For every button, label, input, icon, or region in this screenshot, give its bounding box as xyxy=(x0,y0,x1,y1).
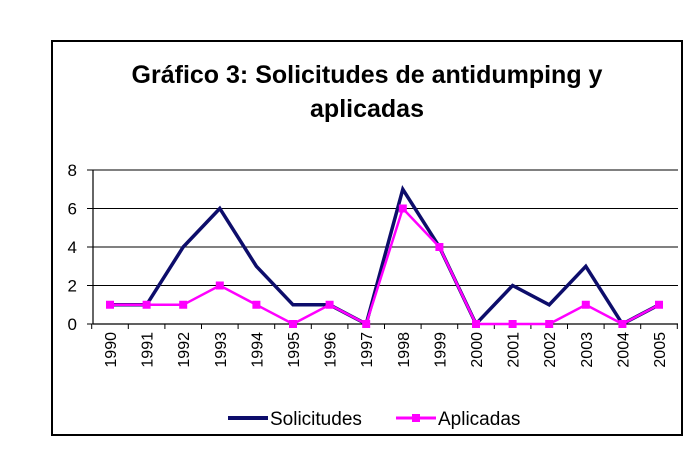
axes xyxy=(87,169,678,329)
marker-aplicadas-1992 xyxy=(179,300,188,309)
chart-frame xyxy=(51,40,683,436)
ytick-label-6: 6 xyxy=(68,200,77,219)
chart-title-line-1: Gráfico 3: Solicitudes de antidumping y xyxy=(131,61,603,89)
y-tick-labels: 0 2 4 6 8 xyxy=(68,161,77,334)
series-line-aplicadas xyxy=(110,206,660,326)
ytick-label-4: 4 xyxy=(68,238,77,257)
marker-aplicadas-1997 xyxy=(362,320,371,328)
xtick-label-1995: 1995 xyxy=(286,332,303,368)
xtick-label-1999: 1999 xyxy=(432,332,449,368)
marker-aplicadas-1999 xyxy=(435,243,444,251)
x-tick-labels: 1990 1991 1992 1993 1994 1995 1996 1997 1998 1999… xyxy=(103,332,669,368)
xtick-label-1992: 1992 xyxy=(176,332,193,368)
xtick-label-2003: 2003 xyxy=(579,332,596,368)
xtick-label-1993: 1993 xyxy=(213,332,230,368)
xtick-label-1990: 1990 xyxy=(103,332,120,368)
grid-lines xyxy=(93,169,678,286)
xtick-label-1994: 1994 xyxy=(249,332,266,368)
xtick-label-1997: 1997 xyxy=(359,332,376,368)
legend-label-solicitudes: Solicitudes xyxy=(270,409,362,430)
xtick-label-1996: 1996 xyxy=(323,332,340,368)
marker-aplicadas-2002 xyxy=(545,320,554,328)
marker-aplicadas-1993 xyxy=(215,281,224,290)
ytick-label-2: 2 xyxy=(68,277,77,296)
legend-label-aplicadas: Aplicadas xyxy=(438,409,520,430)
ytick-label-8: 8 xyxy=(68,161,77,180)
marker-aplicadas-1996 xyxy=(325,300,334,309)
marker-aplicadas-2004 xyxy=(618,320,627,328)
marker-aplicadas-1994 xyxy=(252,300,261,309)
xtick-label-2000: 2000 xyxy=(469,332,486,368)
marker-aplicadas-2000 xyxy=(472,320,480,328)
chart-title: Gráfico 3: Solicitudes de antidumping y … xyxy=(51,58,683,126)
xtick-label-2001: 2001 xyxy=(506,332,523,368)
series-line-solicitudes xyxy=(110,185,660,328)
marker-aplicadas-2005 xyxy=(655,300,663,309)
series-lines xyxy=(110,185,660,328)
ytick-label-0: 0 xyxy=(68,315,77,334)
xtick-label-1998: 1998 xyxy=(396,332,413,368)
series-markers xyxy=(106,204,663,328)
legend-marker-aplicadas xyxy=(412,414,420,422)
marker-aplicadas-1990 xyxy=(106,300,114,309)
marker-aplicadas-2003 xyxy=(581,300,590,309)
marker-aplicadas-1995 xyxy=(289,320,297,328)
xtick-label-2002: 2002 xyxy=(542,332,559,368)
xtick-label-1991: 1991 xyxy=(140,332,157,368)
marker-aplicadas-2001 xyxy=(508,320,517,328)
xtick-label-2005: 2005 xyxy=(652,332,669,368)
legend: Solicitudes Aplicadas xyxy=(228,409,520,430)
marker-aplicadas-1991 xyxy=(142,300,151,309)
xtick-label-2004: 2004 xyxy=(615,332,632,368)
marker-aplicadas-1998 xyxy=(398,204,407,213)
chart-title-line-2: aplicadas xyxy=(310,95,424,123)
